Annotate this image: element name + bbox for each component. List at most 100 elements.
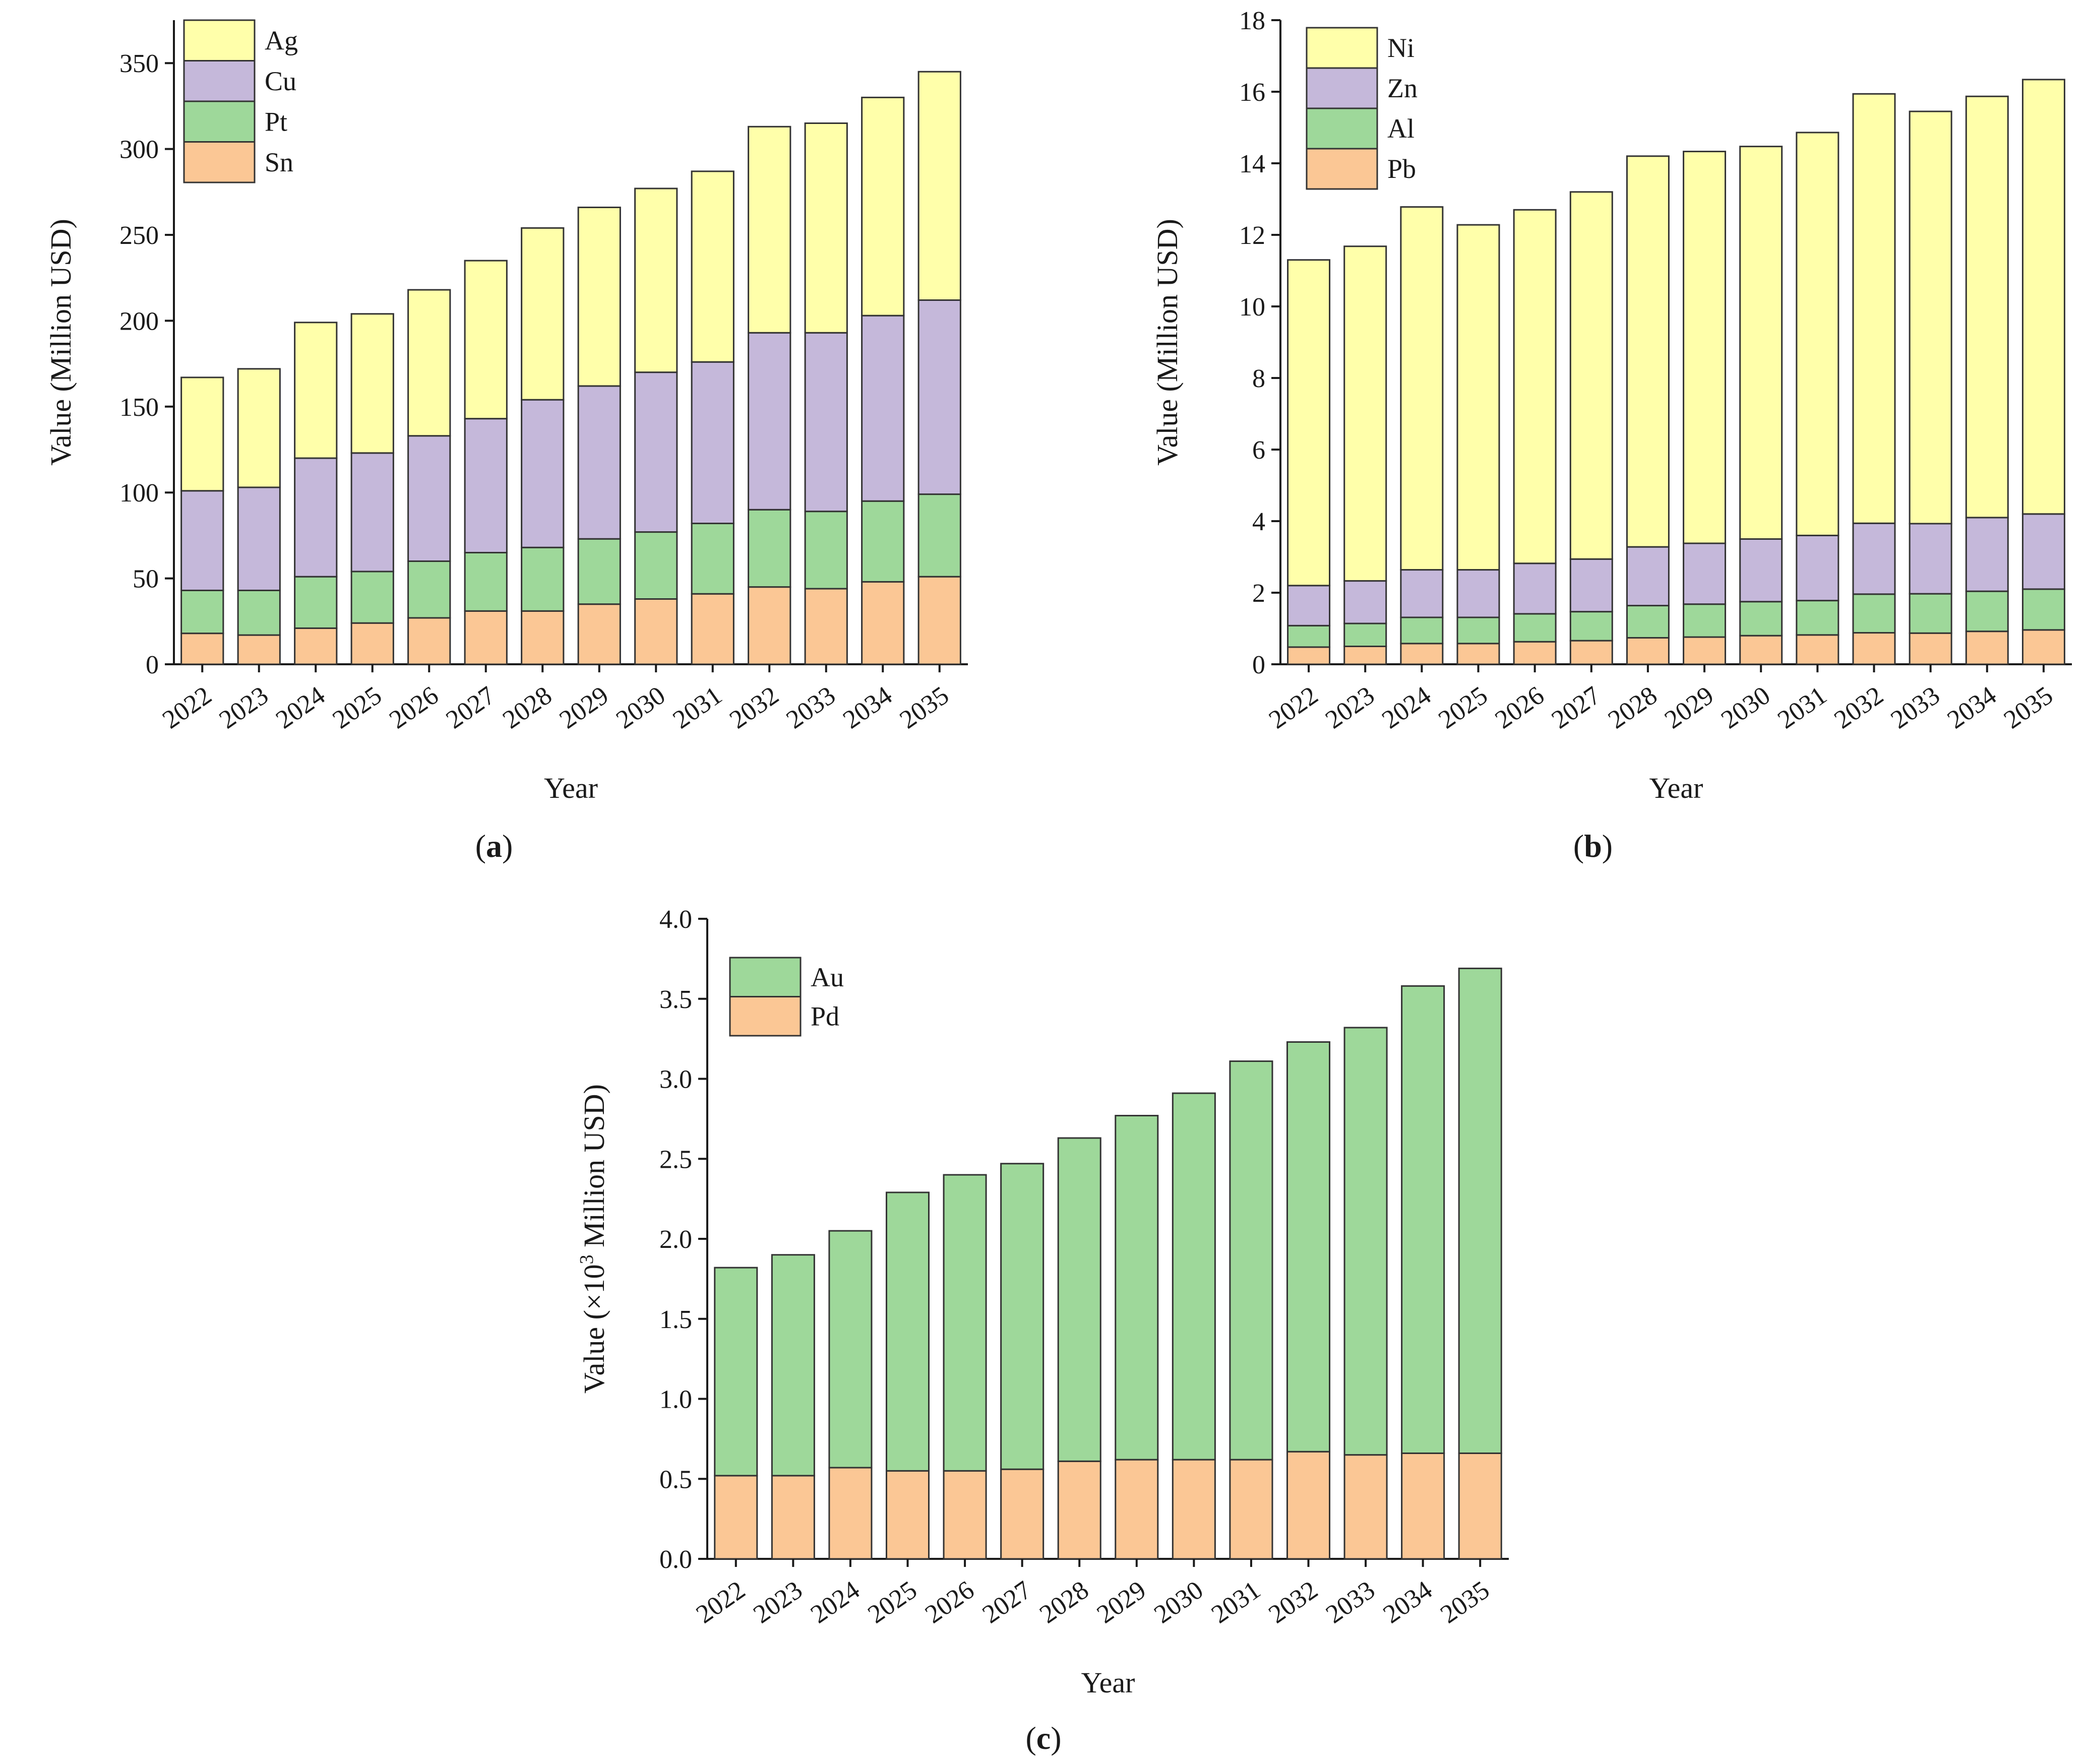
bar-b-ni-2026	[1513, 209, 1557, 564]
bar-a-pt-2027	[464, 551, 508, 612]
x-tick-label-c: 2026	[920, 1576, 979, 1629]
x-tick-label-b: 2028	[1603, 681, 1663, 734]
x-tick-label-b: 2033	[1886, 681, 1945, 734]
x-tick-label-c: 2035	[1435, 1576, 1495, 1629]
bar-a-cu-2023	[237, 486, 281, 591]
legend-swatch-c-au	[729, 957, 802, 997]
x-tick-label-a: 2028	[498, 681, 557, 734]
bar-b-zn-2033	[1909, 523, 1952, 595]
y-tick-label-b: 2	[1252, 579, 1265, 608]
bar-b-zn-2031	[1796, 534, 1839, 602]
bar-a-cu-2031	[691, 361, 734, 525]
y-tick-label-b: 14	[1239, 150, 1265, 178]
legend-swatch-b-ni	[1306, 27, 1378, 69]
bar-a-sn-2026	[407, 617, 451, 665]
bar-a-ag-2029	[577, 206, 621, 387]
bar-a-sn-2034	[861, 581, 905, 665]
x-tick-label-c: 2030	[1149, 1576, 1208, 1629]
bar-a-ag-2022	[180, 376, 224, 492]
x-tick-label-c: 2033	[1321, 1576, 1380, 1629]
bar-c-pd-2030	[1172, 1459, 1216, 1560]
bar-a-ag-2032	[748, 125, 791, 334]
bar-a-ag-2025	[350, 313, 394, 454]
x-tick-label-c: 2032	[1263, 1576, 1323, 1629]
legend-label-a-sn: Sn	[265, 147, 293, 177]
legend-label-b-al: Al	[1387, 113, 1415, 144]
bar-c-au-2032	[1286, 1041, 1331, 1453]
bar-b-al-2022	[1287, 624, 1331, 648]
bar-b-pb-2028	[1626, 637, 1670, 665]
bar-a-cu-2025	[350, 452, 394, 573]
x-axis-title-c: Year	[1081, 1666, 1135, 1699]
bar-b-zn-2032	[1852, 522, 1896, 595]
legend-swatch-b-al	[1306, 107, 1378, 150]
bar-c-au-2029	[1115, 1115, 1159, 1461]
bar-a-cu-2029	[577, 385, 621, 540]
x-tick-label-b: 2022	[1264, 681, 1323, 734]
x-tick-label-b: 2024	[1377, 681, 1436, 734]
y-tick-label-c: 2.5	[659, 1145, 692, 1174]
bar-a-pt-2031	[691, 523, 734, 595]
bar-a-ag-2035	[917, 71, 961, 301]
bar-a-sn-2033	[804, 588, 848, 665]
bar-c-pd-2031	[1229, 1459, 1273, 1560]
x-tick-label-b: 2027	[1547, 681, 1606, 734]
x-tick-label-a: 2025	[328, 681, 387, 734]
bar-c-pd-2028	[1057, 1460, 1101, 1560]
x-tick-label-c: 2024	[806, 1576, 865, 1629]
x-tick-label-a: 2027	[441, 681, 501, 734]
bar-b-ni-2033	[1909, 110, 1952, 525]
bar-b-al-2025	[1456, 616, 1500, 645]
bar-b-zn-2022	[1287, 585, 1331, 626]
bar-a-sn-2028	[521, 610, 565, 665]
y-tick-label-a: 50	[133, 565, 159, 594]
chart-b: 0246810121416182022202320242025202620272…	[1151, 7, 2072, 804]
bar-b-al-2032	[1852, 593, 1896, 634]
bar-b-pb-2022	[1287, 646, 1331, 665]
y-tick-label-c: 2.0	[659, 1225, 692, 1254]
y-tick-label-c: 1.5	[659, 1305, 692, 1334]
bar-a-ag-2033	[804, 122, 848, 334]
bar-b-zn-2026	[1513, 562, 1557, 615]
bar-b-ni-2031	[1796, 132, 1839, 536]
bar-c-au-2035	[1458, 967, 1502, 1454]
legend-swatch-a-pt	[183, 100, 256, 143]
bar-b-zn-2030	[1739, 538, 1783, 603]
y-tick-label-a: 150	[119, 393, 159, 422]
x-tick-label-a: 2031	[668, 681, 727, 734]
bar-b-al-2027	[1569, 611, 1613, 642]
bar-b-al-2035	[2021, 588, 2065, 631]
bar-b-pb-2026	[1513, 641, 1557, 665]
x-tick-label-b: 2035	[1999, 681, 2058, 734]
x-tick-label-b: 2032	[1829, 681, 1888, 734]
y-axis-title-c: Value (×103 Million USD)	[576, 1084, 610, 1394]
x-tick-label-a: 2022	[157, 681, 217, 734]
bar-a-pt-2033	[804, 511, 848, 590]
y-tick-label-c: 0.5	[659, 1465, 692, 1494]
bar-c-au-2030	[1172, 1092, 1216, 1461]
x-tick-label-b: 2023	[1320, 681, 1380, 734]
y-tick-label-c: 3.0	[659, 1065, 692, 1094]
bar-c-au-2023	[771, 1254, 815, 1477]
bar-a-pt-2034	[861, 500, 905, 583]
bar-b-pb-2025	[1456, 643, 1500, 665]
x-tick-label-c: 2031	[1206, 1576, 1266, 1629]
legend-label-b-pb: Pb	[1387, 154, 1416, 184]
bar-b-pb-2030	[1739, 635, 1783, 665]
y-tick-label-a: 250	[119, 221, 159, 250]
bar-a-pt-2025	[350, 571, 394, 624]
bar-b-ni-2035	[2021, 79, 2065, 515]
bar-a-sn-2035	[917, 576, 961, 665]
legend-swatch-b-pb	[1306, 148, 1378, 190]
y-tick-label-a: 200	[119, 307, 159, 336]
bar-a-pt-2026	[407, 560, 451, 619]
x-tick-label-a: 2033	[781, 681, 841, 734]
chart-a: 0501001502002503003502022202320242025202…	[44, 19, 968, 804]
bar-a-cu-2030	[634, 371, 678, 533]
bar-b-pb-2024	[1400, 643, 1444, 665]
x-tick-label-a: 2030	[611, 681, 670, 734]
x-tick-label-c: 2029	[1092, 1576, 1151, 1629]
bar-b-pb-2035	[2021, 629, 2065, 665]
bar-c-au-2026	[943, 1174, 987, 1472]
bar-b-zn-2025	[1456, 569, 1500, 618]
